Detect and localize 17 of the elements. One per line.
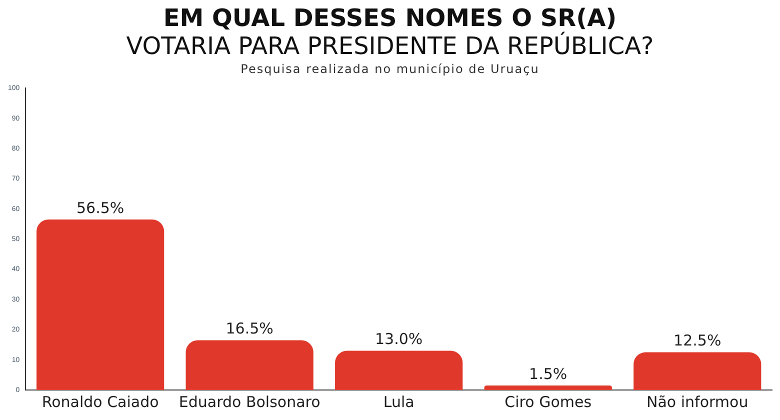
x-tick-label: Ciro Gomes xyxy=(504,392,592,411)
x-tick-label: Eduardo Bolsonaro xyxy=(178,392,320,411)
x-tick-label: Não informou xyxy=(646,392,748,411)
bar xyxy=(186,340,314,390)
bar xyxy=(484,385,612,390)
bar xyxy=(634,352,762,390)
data-label: 13.0% xyxy=(375,330,423,348)
data-label: 16.5% xyxy=(226,320,274,338)
data-label: 12.5% xyxy=(674,332,722,350)
x-tick-label: Lula xyxy=(383,392,414,411)
bar xyxy=(36,219,164,390)
chart-subtitle: Pesquisa realizada no município de Uruaçu xyxy=(240,62,540,78)
x-tick-label: Ronaldo Caiado xyxy=(42,392,159,411)
chart-title: EM QUAL DESSES NOMES O SR(A) VOTARIA PARA PRESIDENTE DA REPÚBLICA? xyxy=(125,4,655,60)
data-label: 56.5% xyxy=(76,198,124,217)
bar xyxy=(335,350,463,390)
data-label: 1.5% xyxy=(529,364,568,383)
